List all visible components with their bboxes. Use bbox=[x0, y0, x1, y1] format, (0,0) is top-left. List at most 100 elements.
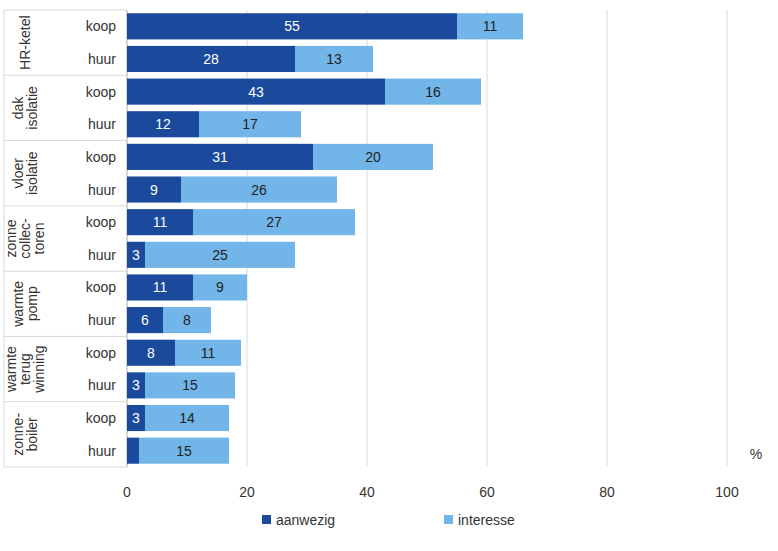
data-label: 55 bbox=[284, 18, 300, 34]
data-label: 8 bbox=[147, 345, 155, 361]
bar-segment bbox=[127, 46, 295, 72]
bar-segment bbox=[181, 176, 337, 202]
data-label: 6 bbox=[141, 312, 149, 328]
chart: 020406080100%HR-keteldakisolatievloeriso… bbox=[0, 0, 778, 551]
group-separator bbox=[4, 75, 127, 76]
category-label: koop bbox=[86, 410, 117, 426]
category-label: koop bbox=[86, 149, 117, 165]
data-label: 9 bbox=[150, 182, 158, 198]
bar-segment bbox=[127, 144, 313, 170]
tick-label: 60 bbox=[479, 484, 495, 500]
group-separator bbox=[4, 336, 127, 337]
bar-segment bbox=[193, 209, 355, 235]
category-label: koop bbox=[86, 214, 117, 230]
data-label: 31 bbox=[212, 149, 228, 165]
data-label: 12 bbox=[155, 116, 171, 132]
grid-line bbox=[487, 10, 488, 467]
tick-label: 80 bbox=[599, 484, 615, 500]
group-separator bbox=[4, 140, 127, 141]
bar-segment bbox=[139, 438, 229, 464]
legend-swatch bbox=[444, 515, 453, 524]
bar-segment bbox=[385, 79, 481, 105]
data-label: 14 bbox=[179, 410, 195, 426]
bar-segment bbox=[127, 242, 145, 268]
bar-segment bbox=[127, 307, 163, 333]
data-label: 11 bbox=[483, 18, 498, 34]
data-label: 15 bbox=[182, 377, 198, 393]
bar-segment bbox=[175, 340, 241, 366]
bar-segment bbox=[127, 340, 175, 366]
category-label: koop bbox=[86, 279, 117, 295]
data-label: 11 bbox=[153, 279, 168, 295]
data-label: 8 bbox=[183, 312, 191, 328]
group-separator bbox=[4, 10, 127, 11]
group-label: winning bbox=[31, 345, 47, 393]
category-label: huur bbox=[88, 247, 116, 263]
tick-label: 20 bbox=[239, 484, 255, 500]
group-separator bbox=[4, 401, 127, 402]
category-label: koop bbox=[86, 84, 117, 100]
group-label: boiler bbox=[24, 417, 40, 452]
category-label: huur bbox=[88, 51, 116, 67]
bar-segment bbox=[145, 405, 229, 431]
category-label: huur bbox=[88, 443, 116, 459]
axis-label: % bbox=[750, 446, 762, 462]
bar-segment bbox=[295, 46, 373, 72]
group-label: pomp bbox=[24, 286, 40, 321]
bar-segment bbox=[127, 438, 139, 464]
data-labels: 5528431231911311683311131617202627259811… bbox=[132, 18, 497, 458]
grid-line bbox=[607, 10, 608, 467]
category-label: huur bbox=[88, 116, 116, 132]
group-label: isolatie bbox=[24, 151, 40, 195]
bar-segment bbox=[145, 372, 235, 398]
data-label: 25 bbox=[212, 247, 228, 263]
category-label: koop bbox=[86, 18, 117, 34]
bar-segment bbox=[163, 307, 211, 333]
grid-line bbox=[727, 10, 728, 467]
bar-segment bbox=[199, 111, 301, 137]
category-label: koop bbox=[86, 345, 117, 361]
data-label: 26 bbox=[251, 182, 267, 198]
category-label: huur bbox=[88, 377, 116, 393]
data-label: 3 bbox=[132, 377, 140, 393]
data-label: 13 bbox=[326, 51, 342, 67]
bars bbox=[127, 13, 523, 463]
data-label: 28 bbox=[203, 51, 219, 67]
group-label: isolatie bbox=[24, 86, 40, 130]
tick-label: 100 bbox=[715, 484, 739, 500]
legend-label: aanwezig bbox=[276, 512, 335, 528]
bar-segment bbox=[457, 13, 523, 39]
data-label: 43 bbox=[248, 84, 264, 100]
bar-segment bbox=[193, 274, 247, 300]
data-label: 20 bbox=[365, 149, 381, 165]
group-label: toren bbox=[31, 223, 47, 255]
bar-segment bbox=[127, 372, 145, 398]
bar-segment bbox=[127, 176, 181, 202]
data-label: 27 bbox=[266, 214, 282, 230]
category-label: huur bbox=[88, 312, 116, 328]
tick-label: 0 bbox=[123, 484, 131, 500]
bar-segment bbox=[127, 405, 145, 431]
bar-segment bbox=[127, 111, 199, 137]
category-label: huur bbox=[88, 182, 116, 198]
legend-label: interesse bbox=[458, 512, 515, 528]
tick-label: 40 bbox=[359, 484, 375, 500]
group-separator bbox=[4, 467, 127, 468]
data-label: 3 bbox=[132, 410, 140, 426]
data-label: 3 bbox=[132, 247, 140, 263]
bar-segment bbox=[127, 209, 193, 235]
bar-segment bbox=[127, 274, 193, 300]
data-label: 11 bbox=[201, 345, 216, 361]
data-label: 11 bbox=[153, 214, 168, 230]
group-separator bbox=[4, 271, 127, 272]
bar-segment bbox=[313, 144, 433, 170]
data-label: 16 bbox=[425, 84, 441, 100]
group-label: HR-ketel bbox=[17, 15, 33, 69]
bar-segment bbox=[145, 242, 295, 268]
data-label: 15 bbox=[176, 443, 192, 459]
legend-swatch bbox=[262, 515, 271, 524]
data-label: 9 bbox=[216, 279, 224, 295]
data-label: 17 bbox=[242, 116, 258, 132]
bar-segment bbox=[127, 13, 457, 39]
bar-segment bbox=[127, 79, 385, 105]
